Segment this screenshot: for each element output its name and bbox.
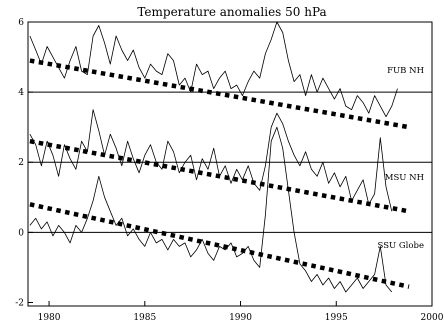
y-tick-label: 0 xyxy=(18,228,24,238)
series-label: MSU NH xyxy=(385,173,424,183)
y-tick-label: 6 xyxy=(18,18,24,28)
x-tick-label: 1980 xyxy=(38,313,61,323)
plot-frame xyxy=(27,21,433,307)
y-axis: -2 0 2 4 6 xyxy=(15,18,33,308)
x-tick-label: 2000 xyxy=(421,313,444,323)
x-axis: 1980 1985 1990 1995 2000 xyxy=(38,301,444,323)
series-labels: FUB NH MSU NH SSU Globe xyxy=(378,66,424,251)
series-line xyxy=(29,21,398,118)
series-line xyxy=(29,109,393,212)
trend-line xyxy=(29,58,410,130)
reference-lines xyxy=(28,91,432,233)
x-tick-label: 1995 xyxy=(325,313,348,323)
series-line xyxy=(29,126,393,293)
trend-lines xyxy=(29,58,410,289)
chart-title: Temperature anomalies 50 hPa xyxy=(137,5,326,19)
series-label: FUB NH xyxy=(387,66,424,76)
series-label: SSU Globe xyxy=(378,241,424,251)
trend-line xyxy=(29,202,410,289)
y-tick-label: 4 xyxy=(18,88,24,98)
y-tick-label: 2 xyxy=(18,158,24,168)
x-tick-label: 1985 xyxy=(133,313,156,323)
y-tick-label: -2 xyxy=(15,298,24,308)
x-tick-label: 1990 xyxy=(229,313,252,323)
series-lines xyxy=(29,21,398,293)
